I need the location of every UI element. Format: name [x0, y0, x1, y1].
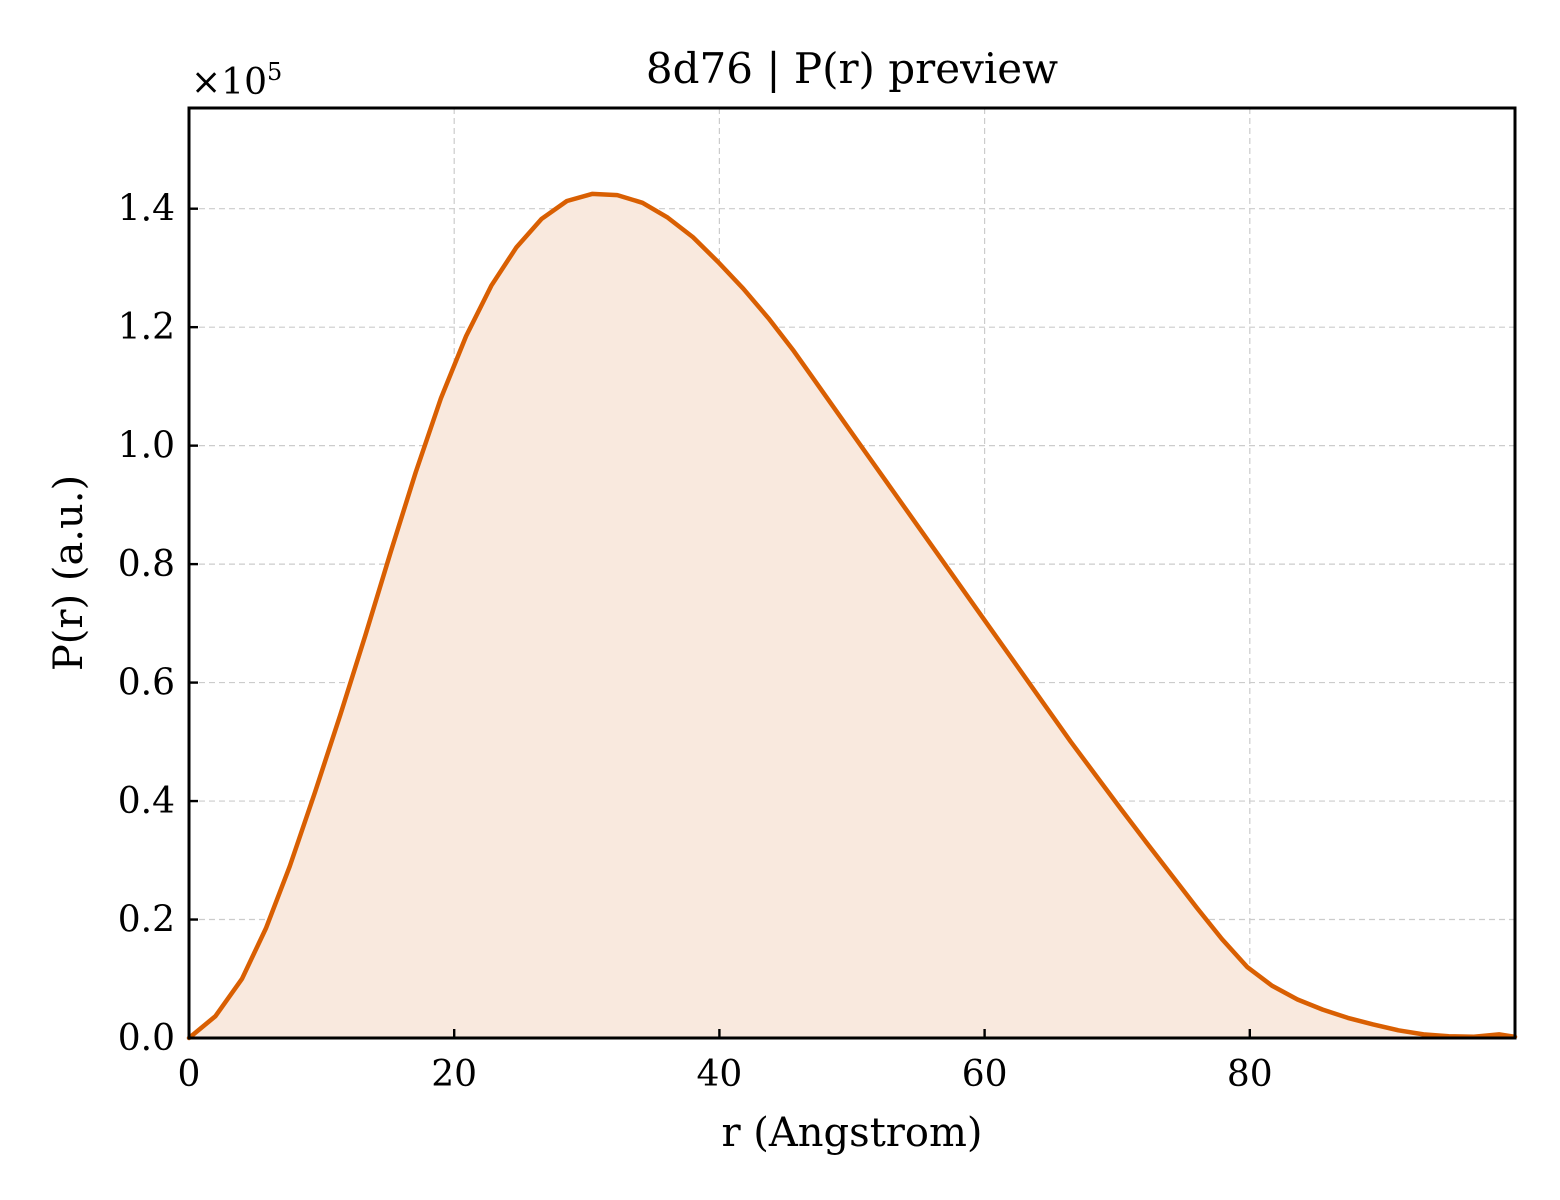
x-tick-label: 60 — [962, 1054, 1008, 1095]
chart-title: 8d76 | P(r) preview — [646, 44, 1058, 93]
series-line — [186, 191, 1518, 1041]
y-tick-label: 1.4 — [118, 189, 175, 230]
y-tick-label: 0.4 — [118, 781, 175, 822]
x-tick-label: 40 — [696, 1054, 742, 1095]
y-tick-label: 0.8 — [118, 544, 175, 585]
y-tick-label: 1.0 — [118, 426, 175, 467]
y-tick-label: 0.0 — [118, 1018, 175, 1059]
x-tick-label: 20 — [431, 1054, 477, 1095]
y-axis-label: P(r) (a.u.) — [46, 475, 92, 671]
x-tick-label: 80 — [1227, 1054, 1273, 1095]
y-tick-label: 0.6 — [118, 663, 175, 704]
x-axis-label: r (Angstrom) — [721, 1110, 982, 1156]
y-scale-exponent: 5 — [267, 58, 282, 86]
y-tick-label: 0.2 — [118, 900, 175, 941]
ticks: 0 20 40 60 80 0.0 0.2 0.4 0.6 0.8 1.0 1.2 1.4 — [118, 189, 1273, 1095]
series-area-fill — [189, 193, 1515, 1038]
y-scale-multiplier: ×105 — [191, 58, 282, 103]
plot-frame — [187, 106, 1517, 1040]
x-tick-label: 0 — [178, 1054, 201, 1095]
y-tick-label: 1.2 — [118, 307, 175, 348]
